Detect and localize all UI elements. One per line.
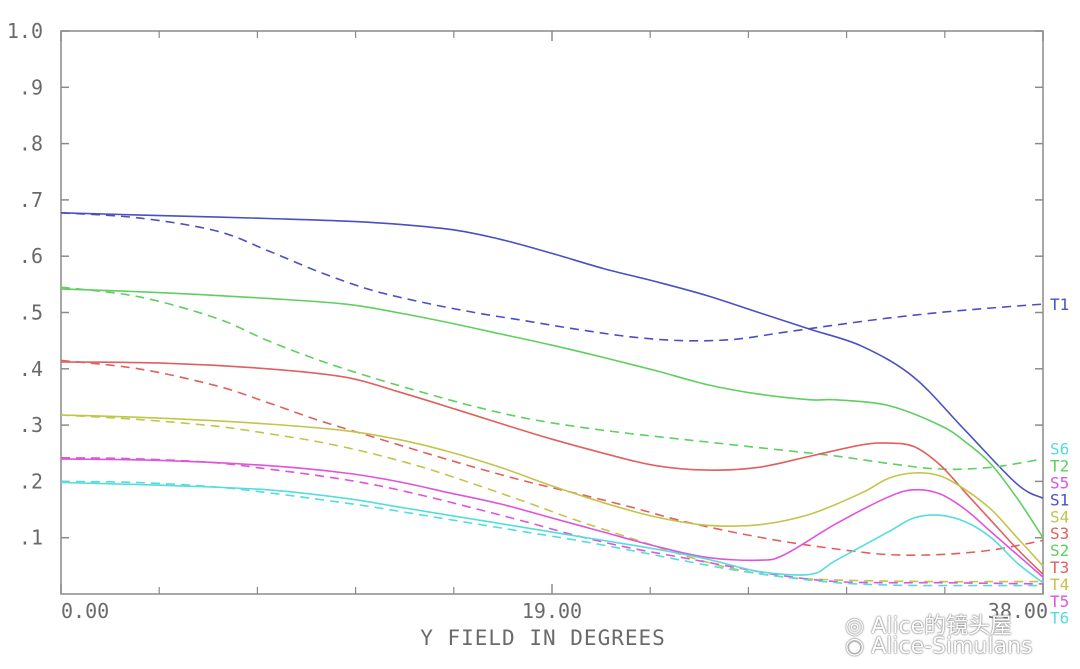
curve-label-t3: T3 (1050, 558, 1069, 577)
curve-label-t6: T6 (1050, 609, 1069, 628)
curve-label-t4: T4 (1050, 575, 1069, 594)
y-tick-label: .7 (19, 188, 43, 212)
y-tick-label: .6 (19, 244, 43, 268)
curve-label-t1: T1 (1050, 295, 1069, 314)
curve-label-s3: S3 (1050, 524, 1069, 543)
x-tick-label: 38.00 (988, 599, 1048, 623)
watermark-line1: ◎ Alice的镜头屋 (845, 608, 1012, 640)
y-tick-label: 1.0 (7, 19, 43, 43)
y-tick-label: .4 (19, 357, 43, 381)
y-tick-label: .9 (19, 75, 43, 99)
axes-layer: .1 .2 .3 .4 .5 .6 .7 .8 .9 1.0 0.00 19.00 38.00 (7, 19, 1048, 623)
y-tick-label: .1 (19, 526, 43, 550)
series-layer (60, 212, 1044, 587)
series-line-t2 (60, 286, 1044, 471)
series-line-s3 (60, 361, 1044, 575)
y-tick-label: .3 (19, 413, 43, 437)
series-line-s4 (60, 414, 1044, 567)
series-line-t5 (60, 457, 1044, 585)
curve-label-s4: S4 (1050, 507, 1069, 526)
series-line-s6 (60, 481, 1044, 584)
series-line-s5 (60, 458, 1044, 578)
plot-area (60, 30, 1044, 595)
x-tick-label: 0.00 (61, 599, 109, 623)
weibo-icon: ◉ (845, 634, 865, 659)
y-tick-label: .8 (19, 132, 43, 156)
watermark-text-1: Alice的镜头屋 (871, 614, 1013, 639)
x-tick-label: 19.00 (522, 599, 582, 623)
series-line-t1 (60, 212, 1044, 342)
series-line-t6 (60, 480, 1043, 587)
watermark-line2: ◉ Alice-Simulans (845, 634, 1033, 659)
series-line-s1 (60, 212, 1044, 500)
series-line-s2 (60, 288, 1044, 539)
x-axis-label: Y FIELD IN DEGREES (420, 626, 666, 650)
y-tick-label: .2 (19, 469, 43, 493)
curve-label-s5: S5 (1050, 474, 1069, 493)
curve-label-s1: S1 (1050, 490, 1069, 509)
curve-label-t2: T2 (1050, 457, 1069, 476)
series-line-t4 (60, 414, 1043, 583)
watermark-text-2: Alice-Simulans (871, 634, 1033, 659)
curve-label-s2: S2 (1050, 541, 1069, 560)
weibo-icon: ◎ (845, 614, 865, 639)
curve-label-t5: T5 (1050, 592, 1069, 611)
curve-label-s6: S6 (1050, 440, 1069, 459)
y-tick-label: .5 (19, 301, 43, 325)
